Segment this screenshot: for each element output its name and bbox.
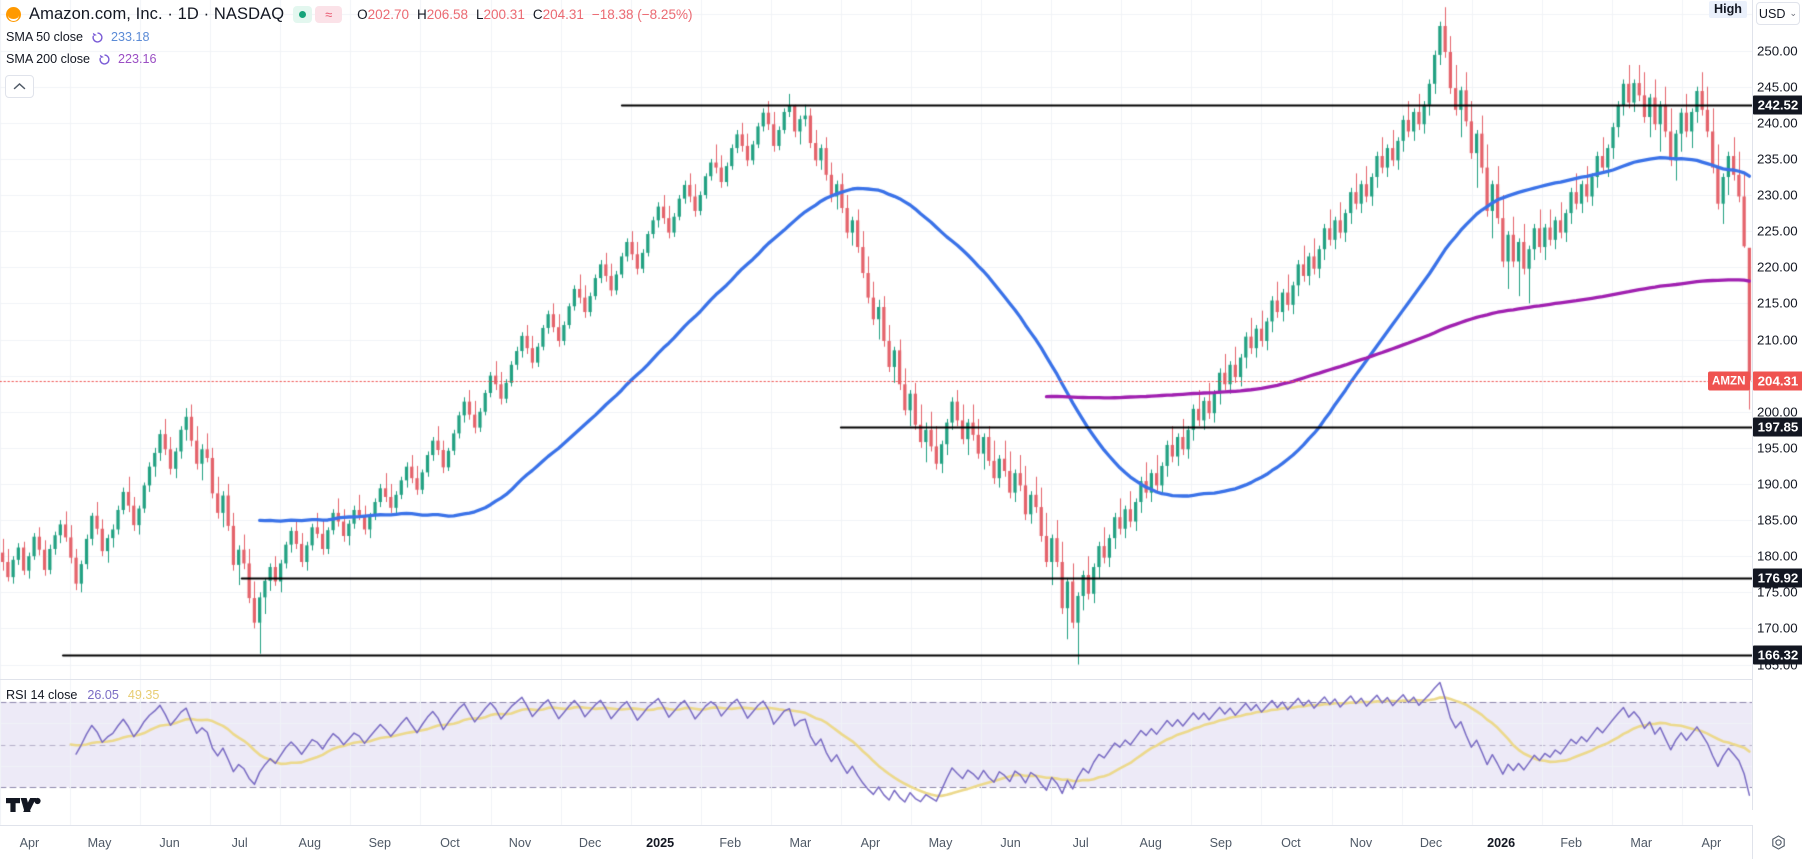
price-axis-tick: 175.00	[1757, 584, 1798, 600]
axis-settings-button[interactable]	[1752, 825, 1802, 859]
time-axis-tick: Apr	[1701, 836, 1722, 850]
target-icon	[1771, 834, 1785, 850]
current-price-badge[interactable]: 204.31	[1753, 371, 1802, 391]
market-open-dot-icon	[293, 5, 313, 23]
price-axis-tick: 235.00	[1757, 151, 1798, 167]
time-axis-tick: Oct	[1281, 836, 1301, 850]
rsi-indicator-name: RSI 14 close	[6, 688, 78, 702]
time-axis-tick: May	[87, 836, 112, 850]
time-axis-tick: Jun	[159, 836, 180, 850]
symbol-price-badge: AMZN	[1708, 371, 1750, 391]
chart-legend: Amazon.com, Inc. · 1D · NASDAQ ≈ O 202.70…	[6, 2, 692, 70]
indicator-name-sma50: SMA 50 close	[6, 30, 84, 44]
time-axis-tick: Aug	[1139, 836, 1162, 850]
tradingview-logo[interactable]	[6, 795, 42, 821]
chevron-down-icon: ⌄	[1789, 8, 1798, 18]
time-axis-tick: Dec	[578, 836, 602, 850]
refresh-icon[interactable]	[91, 31, 104, 44]
price-axis-tick: 195.00	[1757, 440, 1798, 456]
rsi-legend[interactable]: RSI 14 close 26.05 49.35	[6, 688, 159, 702]
time-axis-tick: Oct	[440, 836, 460, 850]
price-axis-tick: 240.00	[1757, 115, 1798, 131]
time-axis-tick: May	[928, 836, 953, 850]
collapse-legend-button[interactable]	[5, 75, 34, 98]
amazon-logo-icon	[6, 6, 21, 22]
time-axis-tick: Dec	[1419, 836, 1443, 850]
price-axis-tick: 170.00	[1757, 620, 1798, 636]
price-axis-tick: 220.00	[1757, 259, 1798, 275]
ohlc-values: O 202.70 H 206.58 L 200.31 C 204.31 −18.38 (…	[357, 7, 692, 22]
symbol-legend-row[interactable]: Amazon.com, Inc. · 1D · NASDAQ ≈ O 202.70…	[6, 2, 692, 26]
ohlc-change: −18.38 (−8.25%)	[591, 6, 693, 22]
high-label-chip: High	[1709, 1, 1747, 18]
rsi-ma-value: 49.35	[127, 688, 160, 702]
ohlc-h-label: H	[416, 6, 427, 22]
time-axis-tick: Sep	[1209, 836, 1232, 850]
ohlc-l-label: L	[476, 6, 484, 22]
price-level-badge[interactable]: 242.52	[1753, 95, 1802, 115]
price-level-badge[interactable]: 176.92	[1753, 568, 1802, 588]
indicator-name-sma200: SMA 200 close	[6, 52, 91, 66]
ohlc-h-value: 206.58	[426, 6, 469, 22]
price-axis-tick: 185.00	[1757, 512, 1798, 528]
price-axis-tick: 210.00	[1757, 332, 1798, 347]
indicator-value-sma200: 223.16	[118, 52, 157, 66]
time-axis-tick: 2026	[1487, 836, 1516, 850]
currency-label: USD	[1758, 6, 1786, 21]
price-axis-tick: 180.00	[1757, 548, 1798, 564]
price-axis[interactable]: 255.00250.00245.00240.00235.00230.00225.…	[1752, 0, 1802, 810]
currency-selector[interactable]: USD ⌄	[1756, 2, 1800, 25]
time-axis-tick: Apr	[860, 836, 881, 850]
price-level-badge[interactable]: 197.85	[1753, 417, 1802, 437]
indicator-value-sma50: 233.18	[111, 30, 150, 44]
time-axis-tick: Nov	[1349, 836, 1373, 850]
price-axis-tick: 250.00	[1757, 43, 1798, 59]
time-axis-tick: Jun	[1000, 836, 1021, 850]
price-axis-tick: 215.00	[1757, 295, 1798, 311]
legend-pill-group: ≈	[293, 5, 345, 23]
ohlc-o-value: 202.70	[367, 6, 409, 22]
price-axis-tick: 225.00	[1757, 223, 1798, 239]
indicator-row-sma50[interactable]: SMA 50 close 233.18	[6, 26, 692, 48]
price-axis-tick: 200.00	[1757, 404, 1798, 420]
time-axis-tick: Aug	[298, 836, 321, 850]
refresh-icon[interactable]	[98, 53, 111, 66]
rsi-value: 26.05	[87, 688, 119, 702]
price-axis-tick: 230.00	[1757, 187, 1798, 203]
price-level-badge[interactable]: 166.32	[1753, 645, 1802, 665]
time-axis-tick: Jul	[231, 836, 248, 850]
time-axis-tick: Nov	[508, 836, 532, 850]
rsi-axis[interactable]: 60.0040.00	[1752, 716, 1802, 825]
indicator-row-sma200[interactable]: SMA 200 close 223.16	[6, 48, 692, 70]
price-axis-tick: 190.00	[1757, 476, 1798, 492]
time-axis-tick: Sep	[368, 836, 392, 850]
time-axis-tick: Feb	[719, 836, 742, 850]
ohlc-c-value: 204.31	[542, 6, 584, 22]
ohlc-l-value: 200.31	[483, 6, 525, 22]
chart-style-icon[interactable]: ≈	[315, 5, 343, 23]
pane-separator[interactable]	[0, 679, 1752, 680]
chevron-up-icon	[13, 82, 26, 90]
time-axis[interactable]: Apr May Jun Jul Aug Sep Oct Nov Dec 2025 Feb Mar Apr…	[0, 825, 1802, 860]
time-axis-tick: Jul	[1072, 836, 1089, 850]
time-axis-tick: Feb	[1560, 836, 1583, 850]
ohlc-o-label: O	[357, 6, 368, 22]
price-axis-tick: 245.00	[1757, 79, 1798, 95]
time-axis-tick: 2025	[646, 836, 675, 850]
time-axis-tick: Apr	[19, 836, 40, 850]
time-axis-tick: Mar	[789, 836, 812, 850]
tradingview-logo-icon	[6, 797, 41, 812]
symbol-title[interactable]: Amazon.com, Inc. · 1D · NASDAQ	[29, 4, 285, 23]
ohlc-c-label: C	[532, 6, 543, 22]
time-axis-tick: Mar	[1630, 836, 1653, 850]
